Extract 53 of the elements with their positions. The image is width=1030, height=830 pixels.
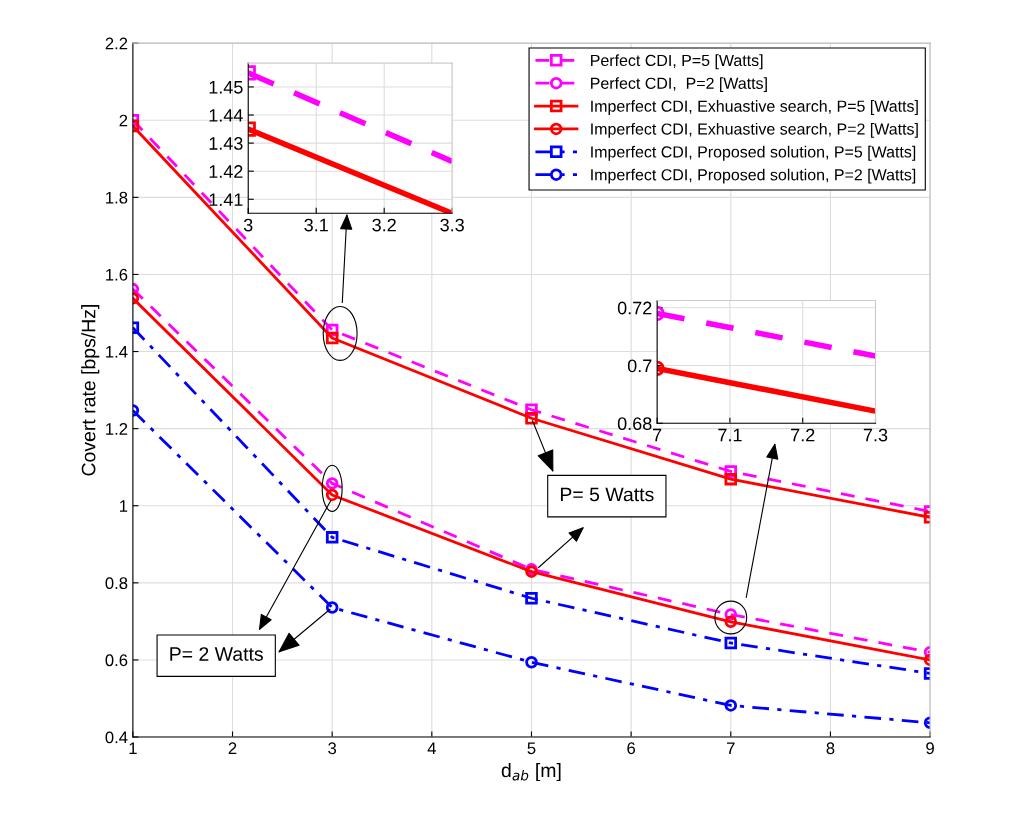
y-tick-label: 0.6: [105, 654, 128, 667]
point: [325, 601, 339, 614]
annotation: P= 5 Watts: [560, 487, 654, 502]
y-tick-label: 1.6: [106, 268, 128, 281]
y-tick-label: 1.44: [209, 109, 243, 122]
y-tick-label: 0.4: [105, 731, 128, 744]
y-axis-title: Covert rate [bps/Hz]: [81, 305, 100, 476]
y-tick-label: 0.72: [617, 301, 652, 315]
x-tick-label: 7: [727, 742, 735, 754]
x-tick-label: 3: [243, 218, 253, 232]
legend-label: Imperfect CDI, Proposed solution, P=5 [Watts]: [591, 145, 916, 161]
y-tick-label: 1.42: [209, 165, 243, 178]
x-tick-label: 6: [627, 742, 636, 755]
x-tick-label: 7: [653, 428, 662, 442]
legend-label: Perfect CDI, P=2 [Watts]: [591, 77, 767, 93]
x-tick-label: 3.3: [440, 218, 464, 232]
x-tick-label: 3: [328, 742, 337, 755]
legend-label: Imperfect CDI, Proposed solution, P=2 [Watts]: [591, 168, 916, 184]
x-tick-label: 8: [826, 742, 835, 755]
x-axis-title: d$_{ab}$ [m]: [501, 762, 561, 782]
point: [525, 592, 538, 605]
point: [325, 531, 339, 544]
y-tick-label: 2.2: [105, 37, 128, 50]
y-tick-label: 1.4: [106, 346, 128, 358]
legend-label: Imperfect CDI, Exhuastive search, P=2 [Watts]: [591, 122, 918, 138]
x-tick-label: 3.2: [372, 218, 396, 232]
point: [724, 699, 738, 712]
y-tick-label: 0.68: [617, 417, 652, 431]
y-tick-label: 1.41: [209, 193, 243, 206]
point: [724, 636, 738, 650]
y-tick-label: 1.43: [209, 137, 243, 150]
legend-label: Perfect CDI, P=5 [Watts]: [591, 54, 763, 70]
y-tick-label: 0.7: [627, 359, 652, 373]
point: [525, 656, 538, 669]
x-tick-label: 5: [527, 742, 536, 755]
x-tick-label: 3.1: [304, 218, 328, 232]
x-tick-label: 7.3: [863, 428, 888, 442]
y-tick-label: 1.45: [209, 81, 243, 94]
x-tick-label: 4: [427, 742, 436, 754]
x-tick-label: 7.1: [718, 428, 742, 442]
point: [525, 411, 538, 425]
x-tick-label: 9: [926, 742, 934, 755]
legend-label: Imperfect CDI, Exhuastive search, P=5 [Watts]: [591, 100, 918, 115]
point: [724, 472, 738, 486]
x-tick-label: 7.2: [791, 428, 815, 442]
x-tick-label: 1: [129, 742, 137, 754]
y-tick-label: 0.8: [105, 577, 128, 590]
y-tick-label: 2: [119, 114, 128, 127]
annotation: P= 2 Watts: [170, 647, 263, 661]
y-tick-label: 1: [120, 500, 128, 512]
point: [325, 331, 339, 345]
y-tick-label: 1.8: [106, 191, 128, 204]
y-tick-label: 1.2: [106, 423, 128, 435]
